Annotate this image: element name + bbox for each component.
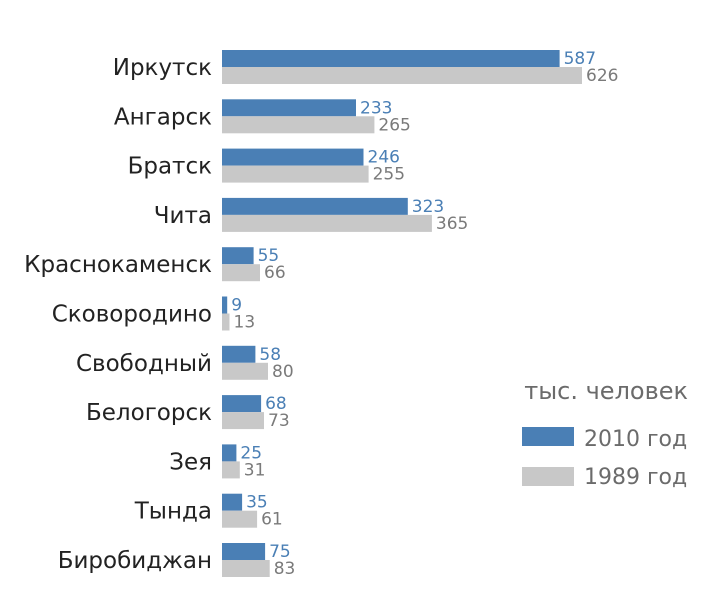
bar-1989-год — [222, 264, 260, 282]
legend-swatch-2010 — [522, 427, 574, 446]
bar-2010-год — [222, 296, 228, 314]
bar-1989-год — [222, 362, 268, 380]
bar-2010-год — [222, 493, 243, 511]
bar-1989-год — [222, 560, 270, 577]
bar-2010-год — [222, 50, 560, 67]
legend: тыс. человек 2010 год 1989 год — [522, 377, 688, 490]
value-label-2010-год: 323 — [412, 197, 444, 217]
category-label: Братск — [128, 154, 213, 180]
category-label: Свободный — [76, 351, 212, 377]
bar-1989-год — [222, 461, 240, 479]
value-label-2010-год: 35 — [246, 493, 268, 513]
category-label: Иркутск — [113, 55, 212, 81]
value-label-1989-год: 83 — [274, 559, 296, 579]
value-label-1989-год: 73 — [268, 411, 290, 431]
bar-2010-год — [222, 345, 256, 363]
category-label: Чита — [154, 203, 212, 229]
category-label: Краснокаменск — [24, 252, 212, 278]
bar-2010-год — [222, 247, 254, 265]
value-label-1989-год: 265 — [378, 115, 410, 135]
value-label-2010-год: 587 — [564, 49, 596, 69]
category-label: Биробиджан — [58, 548, 212, 574]
bar-2010-год — [222, 197, 408, 215]
legend-swatch-1989 — [522, 467, 574, 486]
value-label-1989-год: 365 — [436, 214, 468, 234]
value-label-2010-год: 55 — [258, 246, 280, 266]
legend-label-1989: 1989 год — [584, 465, 687, 490]
value-label-1989-год: 80 — [272, 362, 294, 382]
value-label-1989-год: 626 — [586, 66, 618, 86]
value-label-2010-год: 58 — [259, 345, 281, 365]
value-label-2010-год: 9 — [231, 296, 242, 316]
value-label-2010-год: 68 — [265, 394, 287, 414]
value-label-2010-год: 233 — [360, 98, 392, 118]
category-labels: Иркутск Ангарск Братск Чита Краснокаменск Ско… — [24, 55, 212, 574]
bar-2010-год — [222, 395, 262, 413]
bars — [222, 50, 582, 577]
value-label-1989-год: 255 — [373, 165, 405, 185]
bar-1989-год — [222, 412, 264, 430]
category-label: Белогорск — [86, 400, 212, 426]
legend-unit-label: тыс. человек — [524, 377, 688, 405]
value-label-2010-год: 75 — [269, 542, 291, 562]
value-label-2010-год: 246 — [368, 148, 400, 168]
value-label-1989-год: 31 — [244, 460, 266, 480]
category-label: Зея — [169, 449, 212, 475]
bar-1989-год — [222, 510, 258, 528]
bar-1989-год — [222, 67, 582, 84]
bar-1989-год — [222, 313, 230, 331]
value-label-2010-год: 25 — [240, 443, 262, 463]
category-label: Тында — [134, 499, 212, 525]
value-label-1989-год: 66 — [264, 263, 286, 283]
legend-label-2010: 2010 год — [584, 427, 687, 452]
bar-2010-год — [222, 148, 364, 166]
value-label-1989-год: 13 — [234, 313, 256, 333]
category-label: Ангарск — [114, 104, 212, 130]
bar-2010-год — [222, 543, 266, 560]
bar-2010-год — [222, 444, 237, 462]
bar-1989-год — [222, 116, 375, 134]
bar-1989-год — [222, 214, 432, 232]
bar-2010-год — [222, 99, 356, 117]
category-label: Сковородино — [52, 302, 212, 328]
value-label-1989-год: 61 — [261, 510, 283, 530]
bar-1989-год — [222, 165, 369, 183]
